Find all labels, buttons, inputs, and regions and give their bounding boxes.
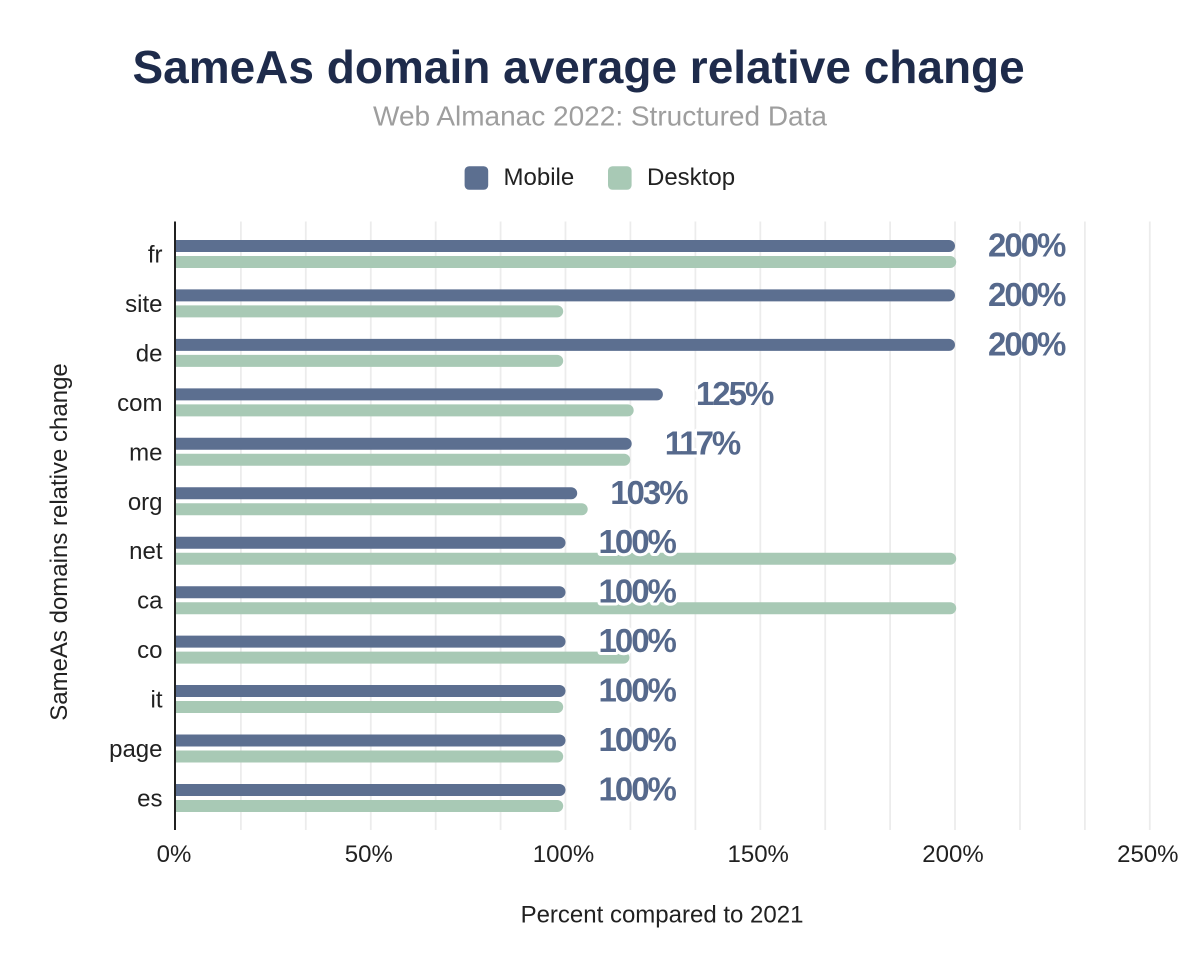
svg-text:Mobile: Mobile bbox=[504, 164, 575, 191]
svg-text:Percent compared to 2021: Percent compared to 2021 bbox=[521, 902, 804, 929]
svg-text:117%: 117% bbox=[665, 424, 741, 461]
svg-text:SameAs domains relative change: SameAs domains relative change bbox=[46, 363, 73, 721]
svg-text:103%: 103% bbox=[610, 474, 688, 511]
svg-text:100%: 100% bbox=[599, 573, 677, 610]
svg-text:100%: 100% bbox=[599, 672, 677, 709]
svg-text:com: com bbox=[117, 390, 162, 417]
svg-text:org: org bbox=[128, 489, 163, 516]
svg-text:100%: 100% bbox=[533, 841, 594, 868]
svg-text:es: es bbox=[137, 786, 162, 813]
svg-text:100%: 100% bbox=[599, 523, 677, 560]
svg-text:125%: 125% bbox=[696, 375, 774, 412]
svg-text:Desktop: Desktop bbox=[647, 164, 735, 191]
svg-text:ca: ca bbox=[137, 588, 163, 615]
svg-text:de: de bbox=[136, 340, 163, 367]
svg-text:50%: 50% bbox=[345, 841, 393, 868]
svg-text:Web Almanac 2022: Structured D: Web Almanac 2022: Structured Data bbox=[373, 100, 827, 131]
svg-text:net: net bbox=[129, 538, 163, 565]
svg-text:0%: 0% bbox=[157, 841, 192, 868]
svg-text:200%: 200% bbox=[988, 227, 1066, 264]
svg-text:250%: 250% bbox=[1117, 841, 1178, 868]
svg-text:100%: 100% bbox=[599, 721, 677, 758]
svg-text:100%: 100% bbox=[599, 771, 677, 808]
svg-text:100%: 100% bbox=[599, 622, 677, 659]
svg-text:page: page bbox=[109, 736, 162, 763]
svg-text:200%: 200% bbox=[988, 325, 1066, 362]
svg-text:site: site bbox=[125, 291, 162, 318]
svg-text:it: it bbox=[151, 687, 163, 714]
svg-text:200%: 200% bbox=[988, 276, 1066, 313]
svg-text:SameAs domain average relative: SameAs domain average relative change bbox=[132, 41, 1024, 93]
svg-text:fr: fr bbox=[148, 242, 163, 269]
svg-text:200%: 200% bbox=[922, 841, 983, 868]
svg-text:me: me bbox=[129, 439, 162, 466]
svg-text:co: co bbox=[137, 637, 162, 664]
svg-text:150%: 150% bbox=[728, 841, 789, 868]
